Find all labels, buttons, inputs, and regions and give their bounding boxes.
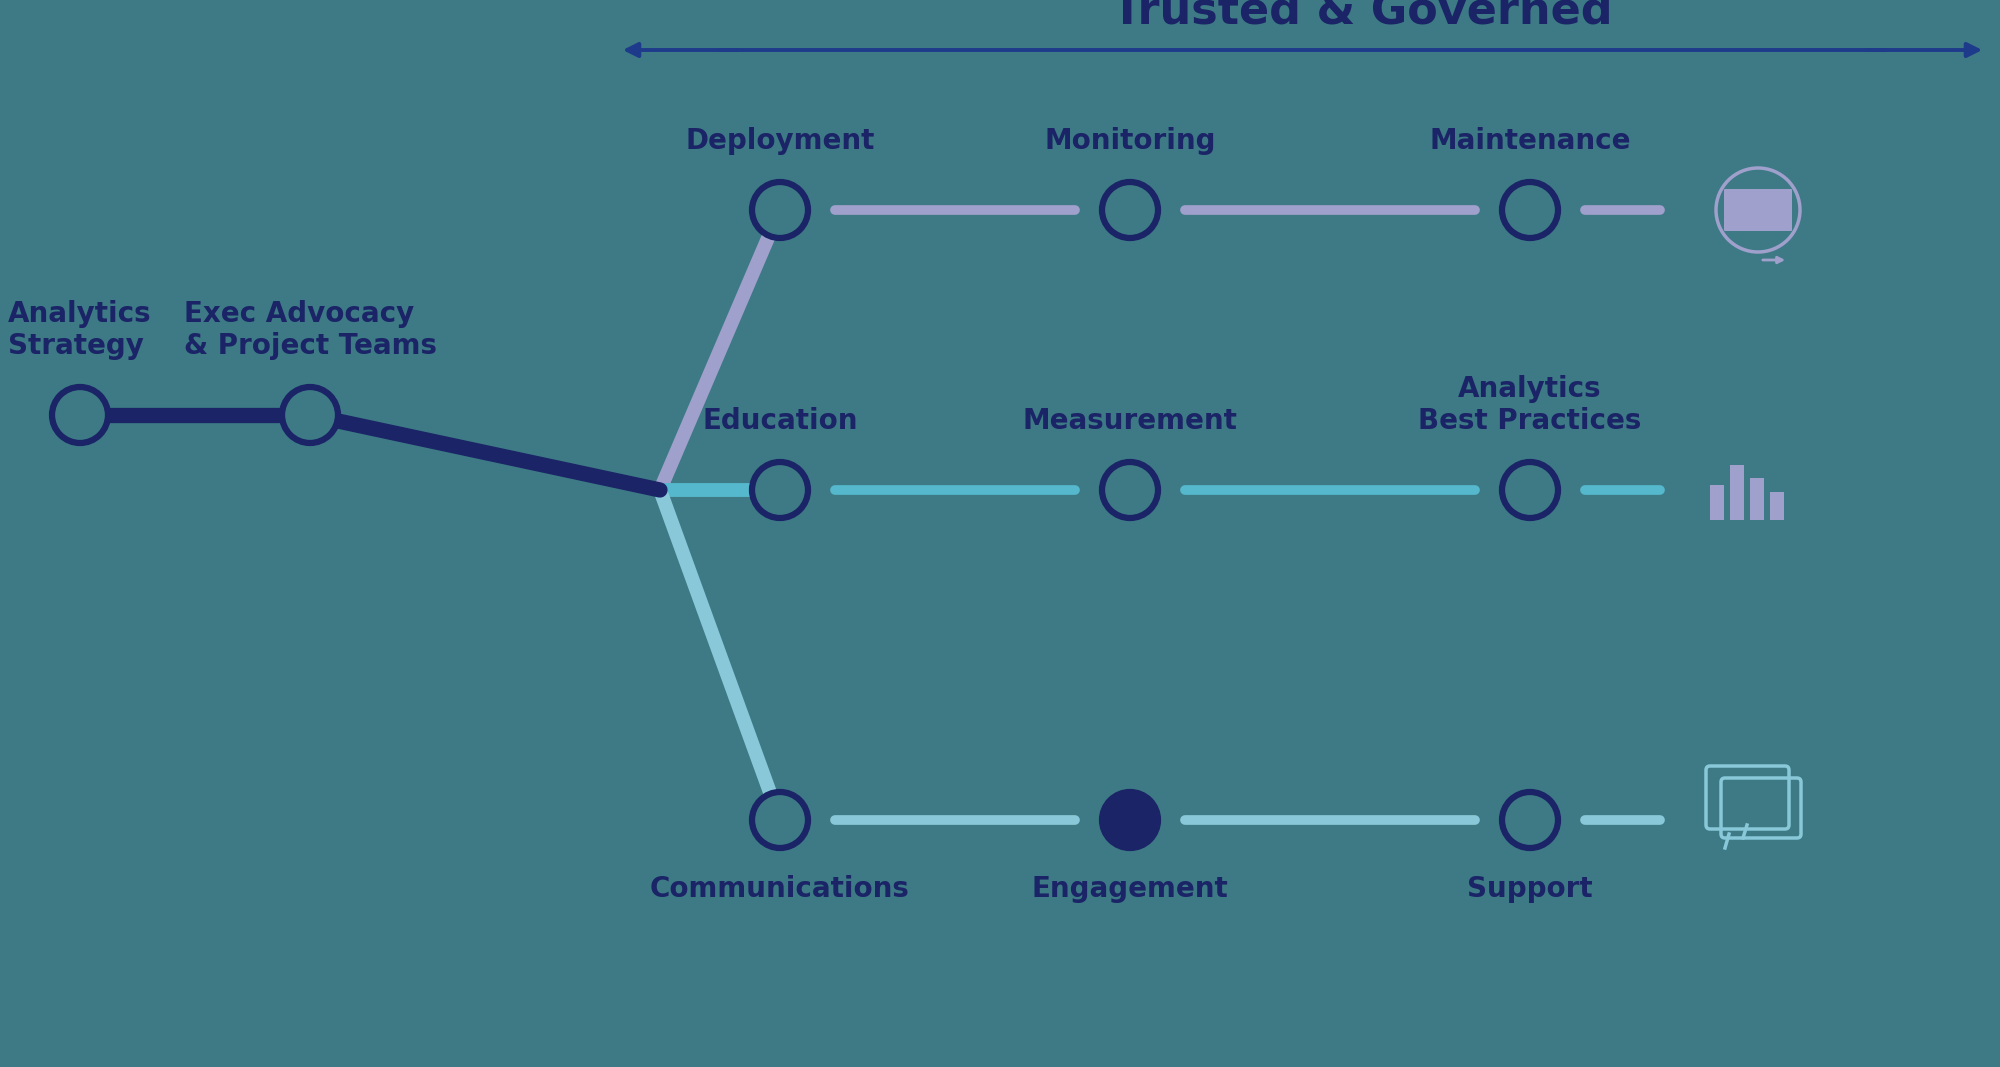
Text: Monitoring: Monitoring <box>1044 127 1216 155</box>
Text: Support: Support <box>1468 875 1592 903</box>
Text: Engagement: Engagement <box>1032 875 1228 903</box>
Circle shape <box>1102 792 1158 848</box>
Text: Maintenance: Maintenance <box>1430 127 1630 155</box>
Circle shape <box>1502 462 1558 517</box>
Bar <box>1710 485 1724 520</box>
Text: Deployment: Deployment <box>686 127 874 155</box>
Circle shape <box>282 387 338 443</box>
Text: Analytics
Best Practices: Analytics Best Practices <box>1418 375 1642 435</box>
Circle shape <box>752 792 808 848</box>
Text: Analytics
Strategy: Analytics Strategy <box>8 300 152 360</box>
Circle shape <box>52 387 108 443</box>
Text: Communications: Communications <box>650 875 910 903</box>
Circle shape <box>1502 792 1558 848</box>
Text: Education: Education <box>702 407 858 435</box>
Text: Exec Advocacy
& Project Teams: Exec Advocacy & Project Teams <box>184 300 436 360</box>
FancyBboxPatch shape <box>1724 209 1792 221</box>
Circle shape <box>1102 182 1158 238</box>
FancyBboxPatch shape <box>1724 200 1792 211</box>
Bar <box>1770 492 1784 520</box>
Text: Trusted & Governed: Trusted & Governed <box>1112 0 1612 32</box>
Circle shape <box>752 182 808 238</box>
Text: Measurement: Measurement <box>1022 407 1238 435</box>
Bar <box>1750 478 1764 520</box>
Bar <box>1730 465 1744 520</box>
FancyBboxPatch shape <box>1724 219 1792 230</box>
Circle shape <box>752 462 808 517</box>
FancyBboxPatch shape <box>1724 189 1792 201</box>
Circle shape <box>1102 462 1158 517</box>
Circle shape <box>1502 182 1558 238</box>
